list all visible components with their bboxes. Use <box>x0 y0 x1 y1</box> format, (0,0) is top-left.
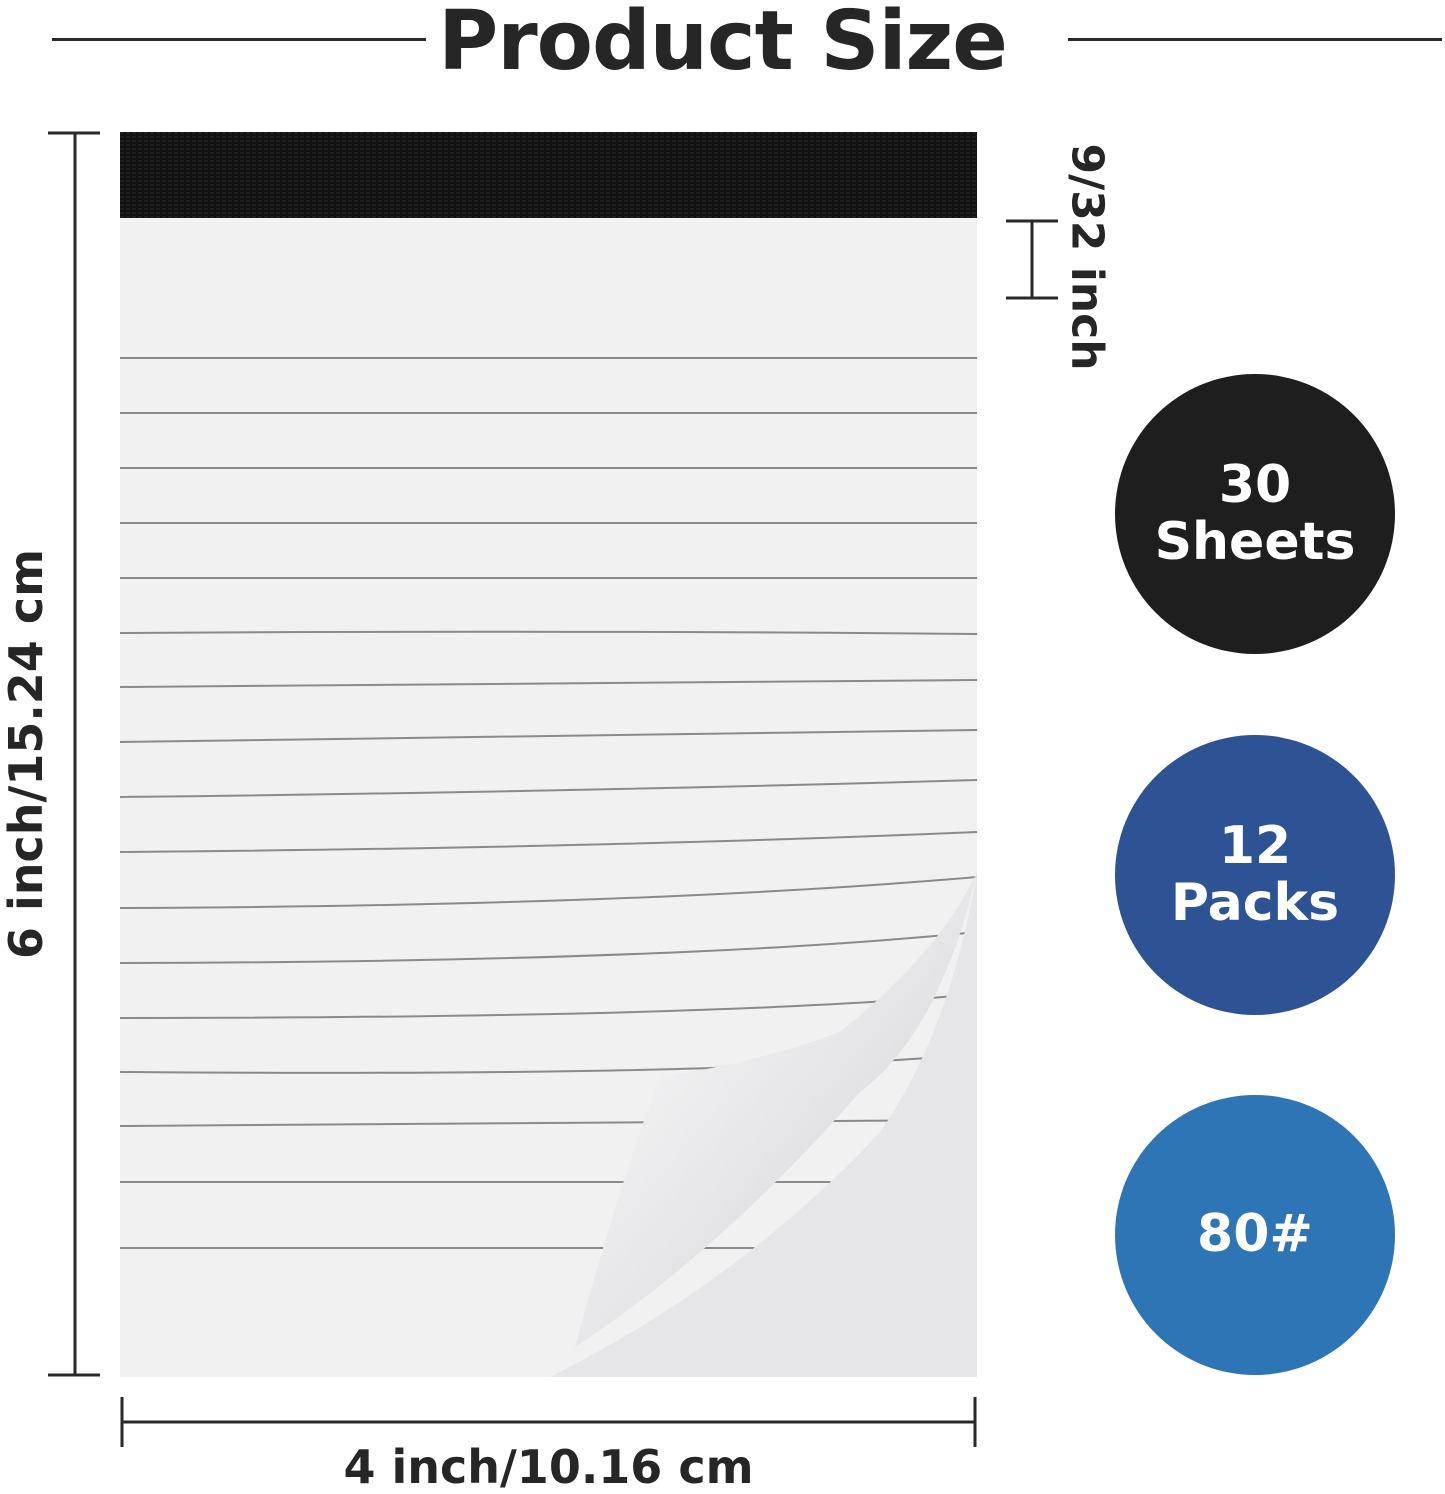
title-rule-left <box>52 38 426 41</box>
width-label: 4 inch/10.16 cm <box>343 1440 754 1494</box>
page-title: Product Size <box>438 0 1008 89</box>
badge-number: 30 <box>1218 454 1292 515</box>
badge-number: 12 <box>1218 815 1292 876</box>
weight-badge: 80# <box>1115 1095 1395 1375</box>
packs-badge: 12 Packs <box>1115 735 1395 1015</box>
height-label: 6 inch/15.24 cm <box>0 548 53 960</box>
title-rule-right <box>1068 38 1442 41</box>
badge-number: 80# <box>1197 1204 1313 1265</box>
binding-strip <box>120 132 977 218</box>
badge-unit: Sheets <box>1154 512 1356 572</box>
sheets-badge: 30 Sheets <box>1115 374 1395 654</box>
page-curl <box>575 872 977 1347</box>
badge-unit: Packs <box>1170 873 1340 933</box>
binding-label: 9/32 inch <box>1061 143 1113 371</box>
notepad-illustration <box>119 132 978 1377</box>
